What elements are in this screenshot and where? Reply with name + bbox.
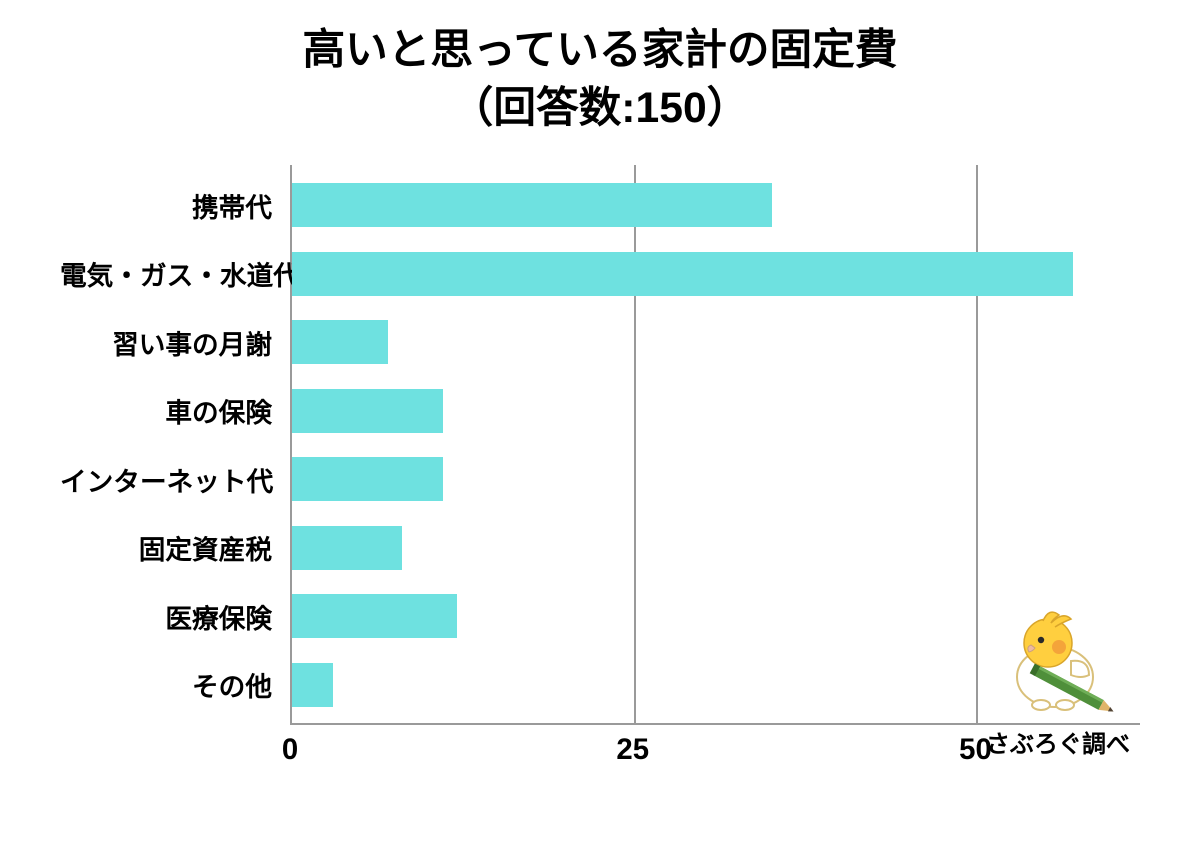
category-label: 固定資産税 [60,528,290,567]
bar-row: 習い事の月謝 [60,314,1140,370]
bar-rows: 携帯代電気・ガス・水道代習い事の月謝車の保険インターネット代固定資産税医療保険そ… [60,165,1140,725]
chart-area: 携帯代電気・ガス・水道代習い事の月謝車の保険インターネット代固定資産税医療保険そ… [60,165,1140,785]
bar [292,252,1073,296]
bar-row: 電気・ガス・水道代 [60,246,1140,302]
bar-track [290,177,1140,233]
category-label: 車の保険 [60,391,290,430]
category-label: 習い事の月謝 [60,323,290,362]
bar [292,526,402,570]
bar-track [290,246,1140,302]
category-label: その他 [60,665,290,704]
bar-row: 携帯代 [60,177,1140,233]
category-label: インターネット代 [60,460,290,499]
chart-title: 高いと思っている家計の固定費 （回答数:150） [0,0,1200,137]
bar-row: インターネット代 [60,451,1140,507]
x-tick-label: 25 [616,733,649,767]
mascot-icon [993,605,1123,715]
category-label: 医療保険 [60,597,290,636]
bar [292,457,443,501]
x-tick-label: 0 [282,733,298,767]
bar-row: その他 [60,657,1140,713]
title-line-1: 高いと思っている家計の固定費 [0,22,1200,80]
bar [292,320,388,364]
bar-row: 固定資産税 [60,520,1140,576]
category-label: 携帯代 [60,186,290,225]
bar-track [290,520,1140,576]
bar-track [290,314,1140,370]
bar-track [290,383,1140,439]
mascot: さぶろぐ調べ [986,605,1130,759]
chart-frame: 高いと思っている家計の固定費 （回答数:150） 携帯代電気・ガス・水道代習い事… [0,0,1200,849]
bar [292,594,457,638]
bar [292,663,333,707]
mascot-caption: さぶろぐ調べ [986,724,1130,759]
bar-track [290,451,1140,507]
bar [292,389,443,433]
category-label: 電気・ガス・水道代 [60,254,290,293]
title-line-2: （回答数:150） [0,80,1200,138]
bar-row: 医療保険 [60,588,1140,644]
bar-row: 車の保険 [60,383,1140,439]
bar [292,183,772,227]
